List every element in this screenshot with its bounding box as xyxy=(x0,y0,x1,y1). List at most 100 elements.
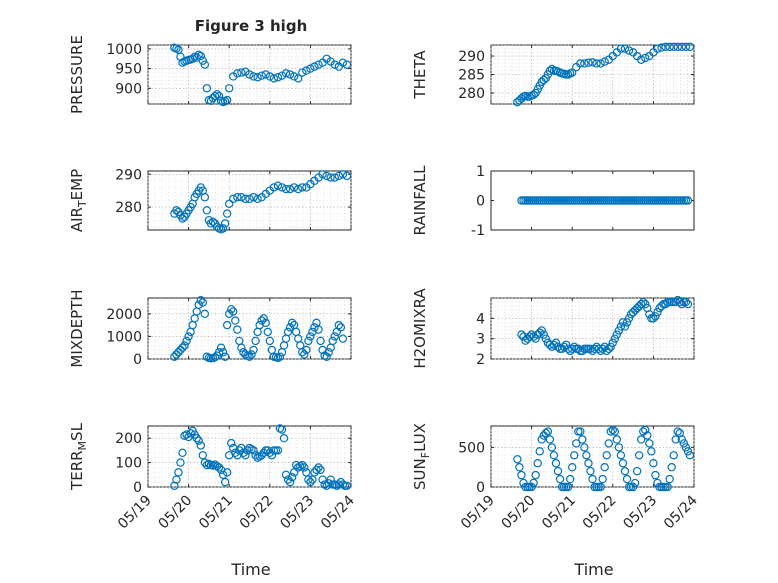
data-point xyxy=(683,447,693,456)
x-tick-label: 05/22 xyxy=(237,493,277,533)
data-point xyxy=(245,70,254,79)
data-point xyxy=(184,332,193,341)
data-point xyxy=(622,474,632,484)
data-point xyxy=(265,72,274,81)
data-point xyxy=(673,42,682,52)
data-point xyxy=(222,468,232,477)
y-tick-label: 280 xyxy=(115,200,142,216)
data-point xyxy=(186,429,195,438)
data-point xyxy=(685,42,695,52)
data-point xyxy=(298,460,307,470)
data-point xyxy=(178,343,187,352)
data-point xyxy=(541,334,551,343)
data-point xyxy=(176,458,185,467)
data-point xyxy=(620,322,630,331)
data-point xyxy=(630,478,640,488)
data-point xyxy=(202,206,212,215)
data-point xyxy=(257,71,266,80)
data-point xyxy=(210,91,220,101)
data-point xyxy=(306,64,315,73)
data-point xyxy=(570,342,579,351)
data-point xyxy=(618,459,628,468)
data-point xyxy=(302,66,311,75)
data-point xyxy=(588,474,597,484)
data-point xyxy=(600,342,609,351)
data-point xyxy=(300,463,309,472)
data-point xyxy=(314,60,323,69)
data-point xyxy=(681,42,691,52)
data-point xyxy=(275,352,285,361)
data-point xyxy=(285,70,295,79)
data-point xyxy=(679,439,689,448)
data-point xyxy=(637,299,646,309)
data-point xyxy=(237,68,246,77)
data-point xyxy=(549,340,559,349)
data-point xyxy=(338,58,348,67)
data-point xyxy=(342,481,352,490)
data-point xyxy=(224,309,234,319)
data-point xyxy=(222,209,232,218)
data-point xyxy=(639,297,648,307)
data-point xyxy=(665,42,674,52)
y-axis-label: PRESSURE xyxy=(68,35,86,114)
data-point xyxy=(551,338,561,347)
data-point xyxy=(267,451,277,460)
y-tick-label: -1 xyxy=(471,223,485,239)
data-point xyxy=(200,193,210,202)
data-point xyxy=(227,305,236,314)
x-tick-label: 05/20 xyxy=(156,493,196,533)
data-point xyxy=(559,342,569,351)
data-point xyxy=(291,460,301,470)
data-point xyxy=(176,52,185,62)
data-point xyxy=(285,184,295,194)
data-point xyxy=(220,477,230,487)
data-point xyxy=(265,336,274,346)
data-point xyxy=(320,480,329,489)
data-point xyxy=(224,199,234,208)
y-tick-label: 2 xyxy=(476,352,485,368)
data-point xyxy=(300,350,309,359)
y-tick-label: 0 xyxy=(133,480,142,496)
x-tick-label: 05/23 xyxy=(277,493,317,533)
data-point xyxy=(194,50,203,60)
data-point xyxy=(220,219,230,228)
data-point xyxy=(643,431,652,440)
data-point xyxy=(517,330,526,339)
data-point xyxy=(289,183,299,192)
data-point xyxy=(606,342,615,351)
data-point xyxy=(178,214,187,223)
data-point xyxy=(584,58,593,67)
data-point xyxy=(330,332,339,341)
data-point xyxy=(172,475,181,484)
data-point xyxy=(580,59,589,68)
data-point xyxy=(273,73,283,82)
axes-box xyxy=(490,425,695,488)
data-point xyxy=(330,173,339,182)
data-point xyxy=(620,466,630,476)
data-point xyxy=(247,350,256,359)
data-point xyxy=(673,427,682,436)
data-point xyxy=(547,443,557,452)
data-point xyxy=(683,299,693,309)
data-point xyxy=(257,451,266,460)
subplot-h2omixra: 2 3 4 H2OMIXRA xyxy=(411,288,695,369)
data-point xyxy=(220,352,230,361)
data-point xyxy=(513,455,522,464)
data-point xyxy=(342,60,352,69)
data-point xyxy=(310,62,319,71)
y-tick-label: 1 xyxy=(476,164,485,180)
data-point xyxy=(598,344,607,354)
data-point xyxy=(669,42,678,52)
data-point xyxy=(515,462,524,472)
data-point xyxy=(218,348,228,357)
data-point xyxy=(314,325,323,334)
data-point xyxy=(196,296,205,305)
data-point xyxy=(318,475,327,484)
data-point xyxy=(568,68,577,77)
data-point xyxy=(657,43,666,52)
data-point xyxy=(336,323,346,332)
y-tick-label: 100 xyxy=(115,456,142,472)
data-point xyxy=(174,468,183,477)
data-point xyxy=(318,170,327,179)
